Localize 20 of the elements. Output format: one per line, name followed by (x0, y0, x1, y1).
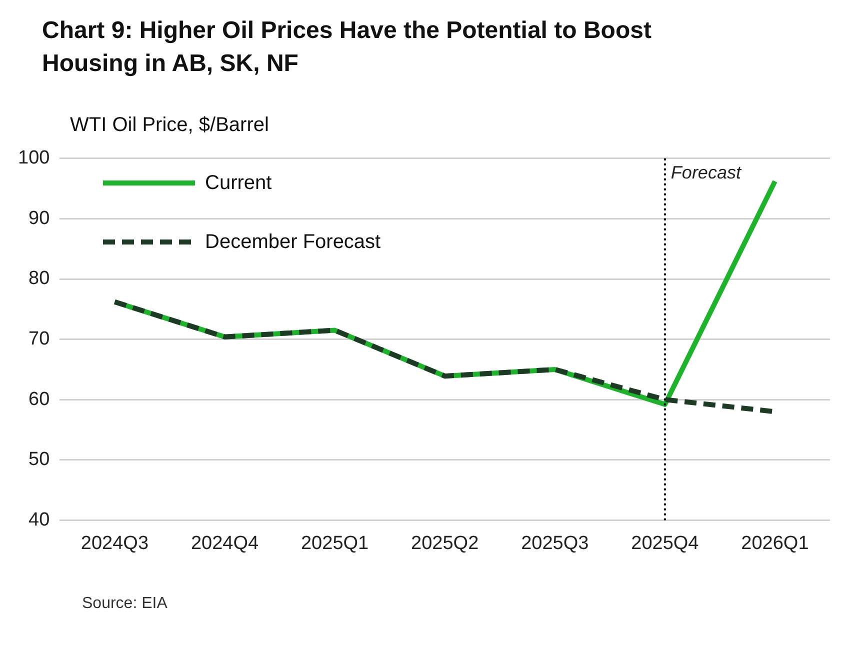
legend-label: December Forecast (205, 230, 381, 254)
y-tick-label: 90 (28, 208, 50, 229)
ref-line-label: Forecast (670, 162, 742, 182)
y-tick-label: 100 (18, 148, 50, 169)
x-tick-label: 2025Q4 (631, 532, 700, 554)
x-tick-label: 2024Q4 (190, 532, 259, 554)
x-tick-label: 2024Q3 (80, 532, 149, 554)
x-tick-label: 2025Q2 (411, 532, 479, 554)
chart-title: Chart 9: Higher Oil Prices Have the Potential to Boost Housing in AB, SK, NF (41, 16, 652, 79)
x-tick-label: 2026Q1 (741, 532, 809, 554)
legend-label: Current (205, 172, 272, 194)
y-tick-label: 80 (28, 268, 50, 290)
x-tick-label: 2025Q3 (521, 532, 589, 554)
y-tick-label: 60 (28, 388, 50, 410)
y-tick-label: 70 (28, 328, 50, 350)
x-tick-label: 2025Q1 (300, 532, 369, 554)
y-tick-label: 50 (28, 449, 50, 470)
source-note: Source: EIA (81, 594, 168, 613)
y-tick-label: 40 (28, 509, 50, 530)
y-axis-title: WTI Oil Price, $/Barrel (69, 113, 270, 137)
